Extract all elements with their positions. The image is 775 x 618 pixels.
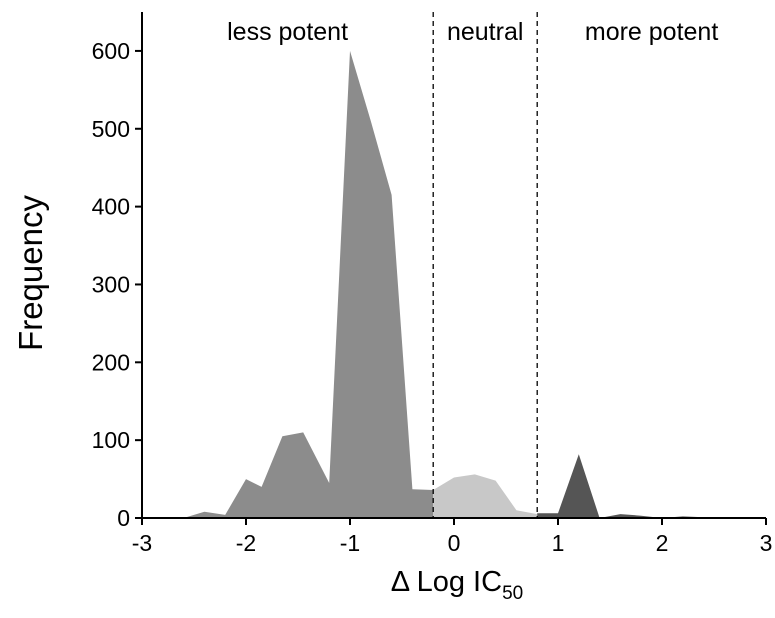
x-tick-label: 1 xyxy=(552,530,565,556)
x-axis-title: Δ Log IC50 xyxy=(391,566,523,604)
region-label: neutral xyxy=(447,18,523,46)
y-tick-label: 500 xyxy=(92,116,130,142)
area-series-0 xyxy=(142,50,434,519)
y-tick-label: 0 xyxy=(117,505,130,531)
x-tick-label: 3 xyxy=(760,530,773,556)
ticks-layer: 0 100 200 300 400 500 600 -3 -2 -1 0 1 2 3 xyxy=(92,38,773,556)
x-axis-title-subscript: 50 xyxy=(502,583,523,604)
x-tick-label: -3 xyxy=(132,530,152,556)
regions-layer: less potent neutral more potent xyxy=(227,18,718,46)
area-series-2 xyxy=(537,454,662,518)
x-tick-label: -1 xyxy=(340,530,360,556)
x-axis-title-main: Δ Log IC xyxy=(391,566,502,598)
x-tick-label: 2 xyxy=(656,530,669,556)
y-tick-label: 300 xyxy=(92,271,130,297)
axes-layer xyxy=(141,12,766,519)
y-tick-label: 100 xyxy=(92,427,130,453)
y-tick-label: 200 xyxy=(92,349,130,375)
region-label: more potent xyxy=(585,18,718,46)
y-tick-label: 600 xyxy=(92,38,130,64)
x-tick-label: 0 xyxy=(448,530,461,556)
y-tick-label: 400 xyxy=(92,194,130,220)
region-label: less potent xyxy=(227,18,348,46)
y-axis-title: Frequency xyxy=(12,195,49,351)
x-tick-label: -2 xyxy=(236,530,256,556)
threshold-layer xyxy=(432,12,538,518)
area-series-1 xyxy=(433,474,538,518)
